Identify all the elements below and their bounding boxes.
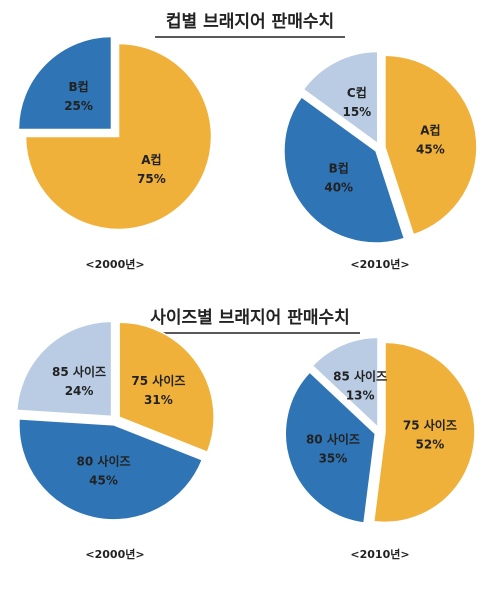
slice-value-label: 40%: [324, 180, 353, 194]
slice-value-label: 25%: [64, 99, 93, 113]
section-title: 사이즈별 브래지어 판매수치: [150, 308, 350, 328]
chart-subtitle: <2010년>: [350, 257, 409, 271]
slice-category: 85 사이즈: [333, 369, 387, 384]
pie-slice: [311, 336, 379, 430]
slice-value-label: 24%: [65, 384, 94, 398]
section-title: 컵별 브래지어 판매수치: [166, 11, 334, 32]
slice-category: B컵: [68, 80, 88, 94]
chart-subtitle: <2000년>: [85, 257, 144, 271]
slice-value-label: 52%: [416, 438, 445, 452]
pie-slice: [302, 50, 379, 146]
slice-category: B컵: [329, 161, 349, 175]
pie-slice: [15, 320, 113, 418]
slice-category: 80 사이즈: [306, 431, 360, 446]
chart-subtitle: <2000년>: [85, 547, 144, 561]
slice-value-label: 13%: [346, 389, 375, 403]
slice-category: 85 사이즈: [52, 364, 106, 379]
slice-category: A컵: [420, 124, 440, 138]
slice-value-label: 45%: [89, 474, 118, 488]
pie-slice: [372, 341, 476, 523]
slice-category: A컵: [141, 153, 161, 167]
slice-value-label: 15%: [342, 105, 371, 119]
pie-slice: [17, 35, 113, 131]
slice-category: 80 사이즈: [77, 454, 131, 469]
slice-category: 75 사이즈: [131, 373, 185, 388]
chart-subtitle: <2010년>: [350, 547, 409, 561]
slice-category: C컵: [347, 86, 367, 100]
pie-slice: [24, 42, 213, 231]
slice-value-label: 75%: [137, 172, 166, 186]
pie-slice: [284, 371, 377, 524]
pie-slice: [384, 54, 478, 236]
slice-category: 75 사이즈: [403, 418, 457, 433]
pie-slice: [283, 95, 406, 244]
pie-slice: [18, 418, 204, 521]
pie-slice: [118, 321, 215, 454]
slice-value-label: 35%: [319, 451, 348, 465]
slice-value-label: 45%: [416, 143, 445, 157]
slice-value-label: 31%: [144, 393, 173, 407]
